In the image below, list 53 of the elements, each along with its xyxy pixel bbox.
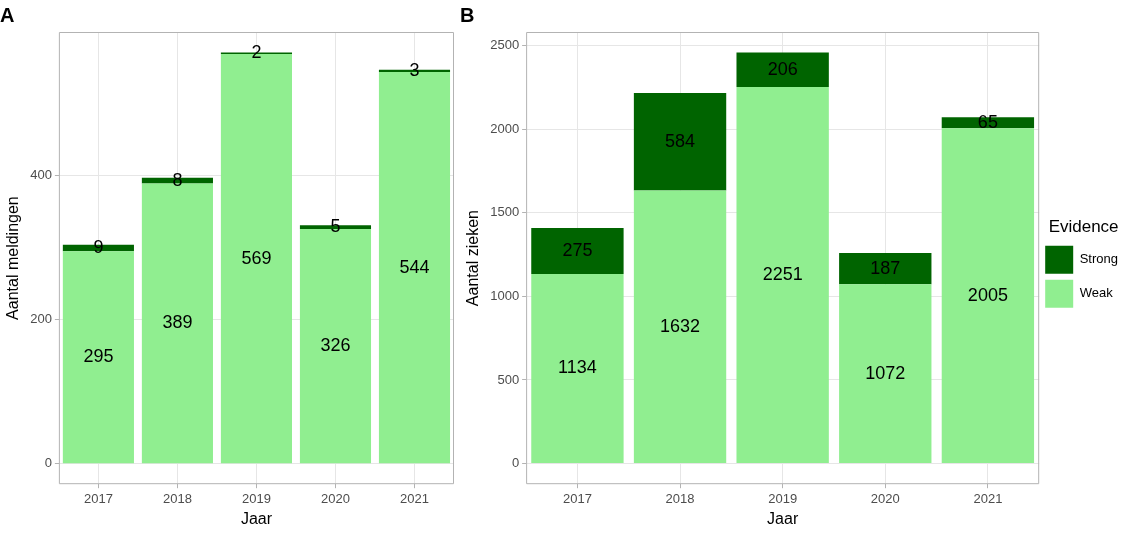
data-label: 389 xyxy=(162,312,193,333)
bar xyxy=(941,128,1035,464)
legend-label: Weak xyxy=(1079,285,1114,301)
x-tick-label: 2020 xyxy=(870,490,900,506)
y-tick-label: 0 xyxy=(511,455,520,471)
bar xyxy=(839,284,932,464)
data-label: 544 xyxy=(399,256,430,277)
bar xyxy=(839,253,932,285)
x-tick-label: 2020 xyxy=(321,490,350,506)
data-label: 295 xyxy=(83,346,114,367)
y-tick-label: 400 xyxy=(30,167,52,183)
y-tick-label: 0 xyxy=(44,455,52,471)
x-axis-title: Jaar xyxy=(240,509,273,527)
x-axis-title: Jaar xyxy=(767,509,799,527)
bar xyxy=(531,273,624,464)
y-tick-label: 2500 xyxy=(490,36,520,52)
x-tick-label: 2021 xyxy=(973,490,1003,506)
bar xyxy=(62,251,134,464)
data-label: 1632 xyxy=(660,315,701,336)
bar xyxy=(736,87,829,464)
legend-label: Strong xyxy=(1079,251,1119,267)
data-label: 2005 xyxy=(967,284,1008,305)
bar xyxy=(736,52,829,88)
x-tick-label: 2017 xyxy=(562,490,592,506)
x-tick-label: 2018 xyxy=(665,490,695,506)
y-tick-label: 500 xyxy=(497,371,520,387)
chart-title: A xyxy=(0,3,15,26)
data-label: 326 xyxy=(320,335,351,356)
data-label: 275 xyxy=(562,239,593,260)
bar xyxy=(633,92,727,191)
y-tick-label: 1000 xyxy=(490,287,520,303)
y-tick-label: 2000 xyxy=(490,120,520,136)
chart-title: B xyxy=(460,3,475,26)
data-label: 206 xyxy=(767,58,798,79)
data-label: 569 xyxy=(241,247,272,268)
legend-title: Evidence xyxy=(1048,217,1119,237)
bar xyxy=(531,227,624,274)
data-label: 584 xyxy=(665,130,696,151)
x-tick-label: 2017 xyxy=(83,490,113,506)
data-label: 1134 xyxy=(558,357,597,378)
data-label: 1072 xyxy=(865,362,906,383)
x-tick-label: 2018 xyxy=(162,490,192,506)
bar xyxy=(633,190,727,464)
x-tick-label: 2019 xyxy=(241,490,271,506)
y-axis-title: Aantal meldingen xyxy=(4,196,22,320)
x-tick-label: 2019 xyxy=(768,490,798,506)
y-tick-label: 200 xyxy=(30,311,52,327)
data-label: 2251 xyxy=(762,264,803,285)
y-axis-title: Aantal zieken xyxy=(464,210,482,307)
data-label: 65 xyxy=(977,111,998,132)
data-label: 187 xyxy=(870,257,901,278)
y-tick-label: 1500 xyxy=(490,204,520,220)
x-tick-label: 2021 xyxy=(400,490,429,506)
